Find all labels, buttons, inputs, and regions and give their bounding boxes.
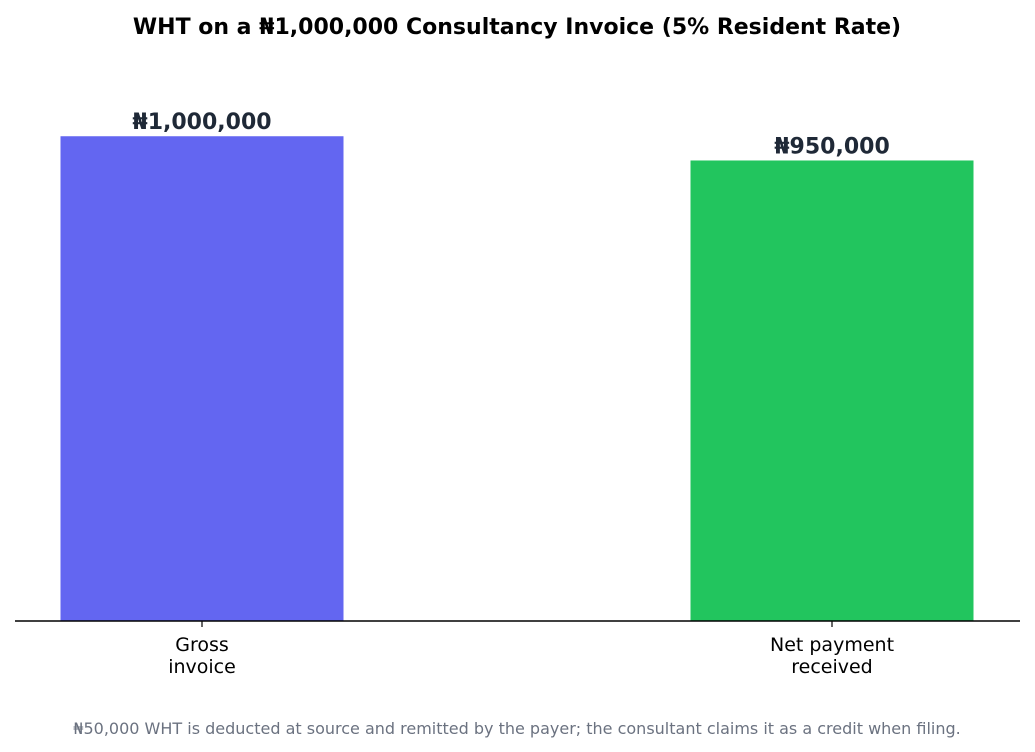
value-label-0: ₦1,000,000 [132,110,271,135]
footnote: ₦50,000 WHT is deducted at source and re… [73,719,960,738]
value-label-1: ₦950,000 [774,134,890,159]
x-tick-label-0-0: Gross [175,634,229,656]
chart-title: WHT on a ₦1,000,000 Consultancy Invoice … [133,15,901,40]
bar-0 [60,136,344,621]
x-tick-label-1-0: Net payment [770,634,894,656]
x-tick-label-0-1: invoice [168,656,236,678]
x-tick-label-1-1: received [791,656,873,678]
bar-1 [690,160,974,621]
